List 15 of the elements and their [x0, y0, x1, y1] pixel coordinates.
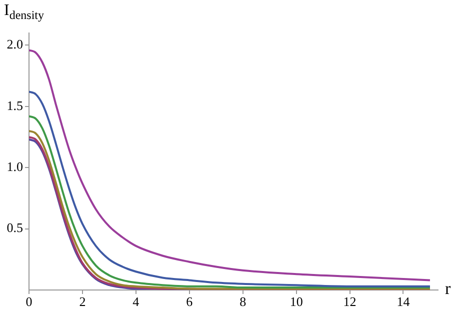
y-tick-label: 1.0 — [6, 159, 23, 174]
x-tick-label: 2 — [79, 294, 86, 310]
x-tick-label: 14 — [396, 294, 410, 310]
y-tick-label: 1.5 — [6, 98, 23, 113]
x-tick-label: 6 — [186, 294, 194, 310]
line-series — [29, 49, 431, 282]
x-tick-label: 0 — [26, 294, 32, 310]
x-axis-title: r — [445, 279, 451, 299]
y-tick-label: 0.5 — [6, 220, 23, 236]
y-axis-title: I$_{density}$ — [4, 2, 44, 24]
x-tick-label: 10 — [290, 294, 303, 310]
x-tick-label: 8 — [240, 294, 246, 310]
y-tick-label: 2.0 — [6, 36, 23, 52]
x-tick-label: 4 — [132, 294, 140, 310]
x-tick-label: 12 — [343, 294, 356, 310]
